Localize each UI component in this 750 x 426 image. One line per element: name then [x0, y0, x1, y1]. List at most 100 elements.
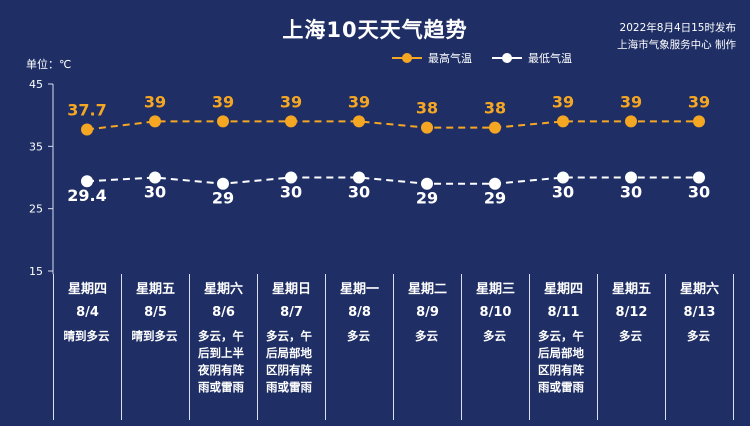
- low-temp-label: 30: [144, 183, 166, 202]
- high-temp-point: [149, 115, 161, 128]
- weather-description: 晴到多云: [63, 329, 110, 343]
- day-column: 星期五 8/5 晴到多云: [122, 274, 190, 420]
- weekday-label: 星期二: [407, 282, 447, 297]
- legend-high-marker-icon: [392, 53, 422, 63]
- high-temp-label: 38: [416, 99, 438, 118]
- low-temp-label: 30: [620, 183, 642, 202]
- low-temp-point: [353, 171, 365, 184]
- low-temp-label: 30: [552, 183, 574, 202]
- high-temp-point: [81, 123, 93, 136]
- date-label: 8/4: [76, 305, 99, 320]
- low-temp-label: 29: [212, 189, 234, 208]
- y-tick-label: 15: [29, 265, 43, 278]
- weather-description: 多云: [415, 329, 438, 343]
- date-label: 8/5: [144, 305, 167, 320]
- date-label: 8/11: [547, 305, 580, 320]
- low-temp-point: [81, 175, 93, 188]
- date-label: 8/9: [416, 305, 439, 320]
- high-temp-point: [693, 115, 705, 128]
- weather-description: 多云，午后局部地区阴有阵雨或雷雨: [266, 329, 312, 394]
- weather-description: 多云，午后局部地区阴有阵雨或雷雨: [538, 329, 584, 394]
- high-temp-label: 39: [212, 92, 234, 111]
- high-temp-line: [86, 120, 699, 131]
- low-temp-label: 30: [688, 183, 710, 202]
- y-tick-label: 25: [29, 203, 43, 216]
- weather-description: 多云，午后到上半夜阴有阵雨或雷雨: [198, 329, 244, 394]
- day-column: 星期二 8/9 多云: [394, 274, 462, 420]
- high-temp-label: 39: [280, 92, 302, 111]
- y-tick-label: 35: [29, 140, 43, 153]
- legend-item-high: 最高气温: [392, 50, 472, 66]
- high-temp-point: [557, 115, 569, 128]
- date-label: 8/13: [683, 305, 716, 320]
- high-temp-point: [625, 115, 637, 128]
- date-label: 8/6: [212, 305, 235, 320]
- high-temp-label: 39: [144, 92, 166, 111]
- weekday-label: 星期五: [135, 282, 175, 297]
- low-temp-label: 30: [280, 183, 302, 202]
- weekday-label: 星期日: [271, 282, 311, 297]
- legend: 最高气温 最低气温: [392, 50, 592, 66]
- legend-item-low: 最低气温: [492, 50, 572, 66]
- weekday-label: 星期四: [543, 282, 583, 297]
- low-temp-point: [693, 171, 705, 184]
- weekday-label: 星期五: [611, 282, 651, 297]
- weekday-label: 星期六: [679, 282, 719, 297]
- high-temp-point: [217, 115, 229, 128]
- day-column: 星期六 8/6 多云，午后到上半夜阴有阵雨或雷雨: [190, 274, 258, 420]
- low-temp-point: [557, 171, 569, 184]
- weekday-label: 星期四: [67, 282, 107, 297]
- day-column: 星期五 8/12 多云: [598, 274, 666, 420]
- high-temp-point: [353, 115, 365, 128]
- legend-high-label: 最高气温: [428, 52, 472, 65]
- high-temp-point: [489, 121, 501, 134]
- weather-description: 多云: [687, 329, 710, 343]
- low-temp-label: 30: [348, 183, 370, 202]
- low-temp-point: [149, 171, 161, 184]
- publish-org: 上海市气象服务中心 制作: [617, 39, 736, 51]
- date-label: 8/7: [280, 305, 303, 320]
- high-temp-point: [285, 115, 297, 128]
- day-column: 星期日 8/7 多云，午后局部地区阴有阵雨或雷雨: [258, 274, 326, 420]
- date-label: 8/10: [479, 305, 512, 320]
- day-columns: 星期四 8/4 晴到多云 星期五 8/5 晴到多云 星期六 8/6 多云，午后到上半夜阴有阵雨或…: [53, 274, 734, 420]
- legend-low-label: 最低气温: [528, 52, 572, 65]
- date-label: 8/12: [615, 305, 648, 320]
- y-tick-label: 45: [29, 78, 43, 91]
- publish-info: 2022年8月4日15时发布 上海市气象服务中心 制作: [617, 20, 736, 54]
- day-column: 星期四 8/4 晴到多云: [54, 274, 122, 420]
- day-column: 星期三 8/10 多云: [462, 274, 530, 420]
- weather-description: 多云: [483, 329, 506, 343]
- high-temp-label: 39: [348, 92, 370, 111]
- day-column: 星期四 8/11 多云，午后局部地区阴有阵雨或雷雨: [530, 274, 598, 420]
- high-temp-point: [421, 121, 433, 134]
- unit-label: 单位：℃: [26, 58, 72, 71]
- weekday-label: 星期一: [339, 282, 379, 297]
- publish-time: 2022年8月4日15时发布: [619, 22, 736, 34]
- low-temp-label: 29.4: [67, 186, 106, 205]
- high-temp-label: 37.7: [67, 101, 106, 120]
- high-temp-label: 39: [552, 92, 574, 111]
- weather-description: 多云: [347, 329, 370, 343]
- day-column: 星期一 8/8 多云: [326, 274, 394, 420]
- low-temp-point: [489, 177, 501, 190]
- legend-low-marker-icon: [492, 53, 522, 63]
- weather-description: 多云: [619, 329, 642, 343]
- low-temp-point: [625, 171, 637, 184]
- high-temp-label: 38: [484, 99, 506, 118]
- weekday-label: 星期六: [203, 282, 243, 297]
- chart-title: 上海10天天气趋势: [282, 18, 468, 42]
- weather-description: 晴到多云: [131, 329, 178, 343]
- day-column: 星期六 8/13 多云: [666, 274, 734, 420]
- weekday-label: 星期三: [475, 282, 515, 297]
- low-temp-point: [421, 177, 433, 190]
- low-temp-line: [86, 176, 699, 185]
- date-label: 8/8: [348, 305, 371, 320]
- high-temp-label: 39: [688, 92, 710, 111]
- low-temp-label: 29: [416, 189, 438, 208]
- low-temp-point: [217, 177, 229, 190]
- low-temp-point: [285, 171, 297, 184]
- low-temp-label: 29: [484, 189, 506, 208]
- high-temp-label: 39: [620, 92, 642, 111]
